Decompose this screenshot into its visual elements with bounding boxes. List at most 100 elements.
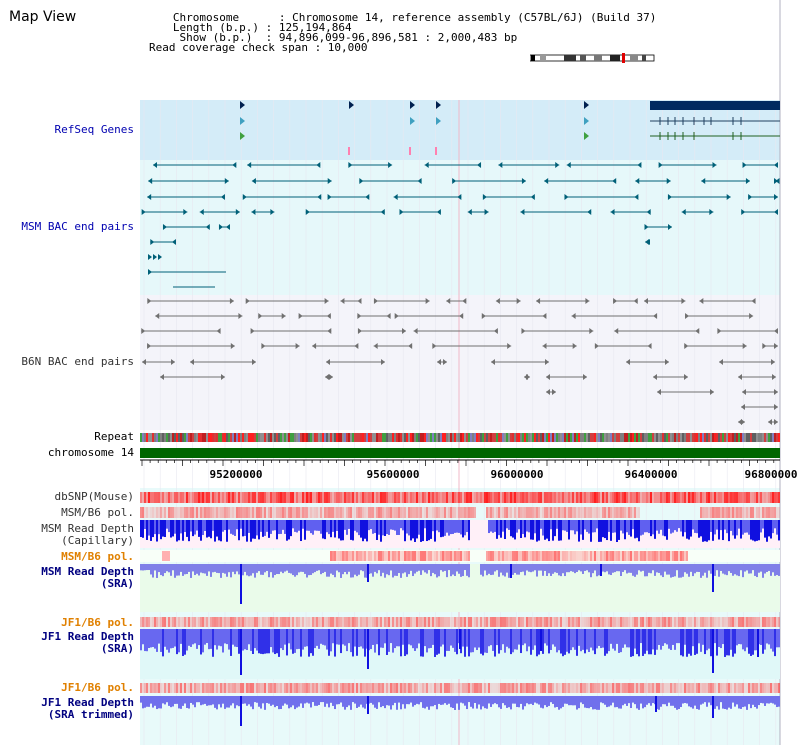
jf1-pol2-cell xyxy=(582,683,584,693)
jf1-sra-depth-bar xyxy=(394,629,396,649)
jf1-sra-depth-bar xyxy=(308,629,310,657)
jf1-sra-depth-bar xyxy=(406,629,408,655)
jf1-pol-cell xyxy=(198,617,200,627)
msm-bac-end xyxy=(251,178,256,184)
jf1-trim-depth-bar xyxy=(352,696,354,703)
jf1-sra-depth-bar xyxy=(302,629,304,650)
dbsnp-cell xyxy=(394,492,396,503)
jf1-read-depth-sra-label[interactable]: JF1 Read Depth (SRA) xyxy=(41,630,134,655)
jf1-sra-depth-bar xyxy=(518,629,520,645)
repeat-segment xyxy=(428,433,430,442)
msm-bac-label[interactable]: MSM BAC end pairs xyxy=(21,220,134,233)
repeat-segment xyxy=(328,433,330,442)
jf1-trim-depth-bar xyxy=(522,696,524,710)
gene-block xyxy=(650,101,780,110)
dbsnp-cell xyxy=(252,492,254,503)
jf1-pol-cell xyxy=(154,617,156,627)
repeat-segment xyxy=(200,433,202,442)
dbsnp-cell xyxy=(682,492,684,503)
jf1-trim-depth-bar xyxy=(604,696,606,705)
msm-sra-depth-bar xyxy=(628,564,630,573)
jf1-trim-depth-bar xyxy=(232,696,234,704)
jf1-trim-depth-bar xyxy=(312,696,314,703)
jf1-trim-depth-bar xyxy=(722,696,724,709)
jf1-pol2-cell xyxy=(512,683,514,693)
repeat-segment xyxy=(692,433,694,442)
msm-bac-end xyxy=(498,162,503,168)
jf1-sra-depth-bar xyxy=(442,629,444,645)
dbsnp-cell xyxy=(288,492,290,503)
msm-sra-depth-bar xyxy=(346,564,348,575)
msm-sra-depth-bar xyxy=(606,564,608,572)
msm-cap-depth-bar xyxy=(434,520,436,542)
b6n-bac-end xyxy=(298,313,303,319)
jf1-pol2-cell xyxy=(518,683,520,693)
jf1-pol-cell xyxy=(470,617,472,627)
jf1-pol2-cell xyxy=(552,683,554,693)
jf1-pol-cell xyxy=(624,617,626,627)
jf1-b6-pol-label-2[interactable]: JF1/B6 pol. xyxy=(61,681,134,694)
jf1-sra-depth-bar xyxy=(336,629,338,645)
jf1-pol-cell xyxy=(178,617,180,627)
dbsnp-label[interactable]: dbSNP(Mouse) xyxy=(54,490,134,503)
msm-cap-depth-bar xyxy=(724,520,726,530)
jf1-pol-cell xyxy=(206,617,208,627)
repeat-segment xyxy=(454,433,456,442)
jf1-pol2-cell xyxy=(326,683,328,693)
jf1-pol-cell xyxy=(444,617,446,627)
jf1-pol2-cell xyxy=(278,683,280,693)
jf1-b6-pol-label-1[interactable]: JF1/B6 pol. xyxy=(61,616,134,629)
msm-sra-depth-bar xyxy=(152,564,154,578)
msm-pol2-cell xyxy=(560,551,562,561)
msm-cap-depth-bar xyxy=(298,520,300,531)
msm-pol-cell xyxy=(470,507,472,518)
msm-sra-depth-bar xyxy=(500,564,502,573)
msm-cap-depth-bar xyxy=(692,520,694,530)
repeat-segment xyxy=(368,433,370,442)
jf1-pol-cell xyxy=(634,617,636,627)
jf1-pol-cell xyxy=(630,617,632,627)
jf1-sra-depth-bar xyxy=(580,629,582,652)
chromosome-ideogram[interactable] xyxy=(530,53,655,63)
jf1-pol2-cell xyxy=(446,683,448,693)
msm-pol-cell xyxy=(240,507,242,518)
msm-pol-cell xyxy=(202,507,204,518)
msm-pol-cell xyxy=(326,507,328,518)
refseq-genes-label[interactable]: RefSeq Genes xyxy=(54,123,134,136)
b6n-bac-end xyxy=(171,359,175,365)
repeat-segment xyxy=(718,433,720,442)
msm-pol-cell xyxy=(732,507,734,518)
jf1-pol-cell xyxy=(452,617,454,627)
repeat-segment xyxy=(230,433,232,442)
msm-read-depth-capillary-label[interactable]: MSM Read Depth (Capillary) xyxy=(41,522,134,547)
jf1-pol-cell xyxy=(402,617,404,627)
msm-cap-depth-bar xyxy=(334,520,336,538)
dbsnp-cell xyxy=(364,492,366,503)
jf1-trim-depth-bar xyxy=(560,696,562,709)
jf1-read-depth-trimmed-label[interactable]: JF1 Read Depth (SRA trimmed) xyxy=(41,696,134,721)
msm-b6-pol-label-1[interactable]: MSM/B6 pol. xyxy=(61,506,134,519)
repeat-segment xyxy=(326,433,328,442)
msm-read-depth-sra-label[interactable]: MSM Read Depth (SRA) xyxy=(41,565,134,590)
jf1-pol-cell xyxy=(388,617,390,627)
jf1-pol-cell xyxy=(740,617,742,627)
dbsnp-cell xyxy=(238,492,240,503)
dbsnp-cell xyxy=(770,492,772,503)
msm-cap-depth-bar xyxy=(672,520,674,533)
jf1-trim-depth-bar xyxy=(566,696,568,704)
msm-sra-depth-spike xyxy=(367,564,369,582)
msm-pol2-cell xyxy=(576,551,578,561)
jf1-sra-depth-bar xyxy=(736,629,738,646)
msm-sra-depth-bar xyxy=(704,564,706,573)
msm-b6-pol-label-2[interactable]: MSM/B6 pol. xyxy=(61,550,134,563)
dbsnp-cell xyxy=(752,492,754,503)
jf1-sra-depth-bar xyxy=(766,629,768,644)
repeat-segment xyxy=(756,433,758,442)
msm-sra-depth-bar xyxy=(512,564,514,575)
msm-pol2-cell xyxy=(522,551,524,561)
jf1-trim-depth-bar xyxy=(590,696,592,708)
msm-cap-depth-bar xyxy=(178,520,180,541)
msm-sra-depth-bar xyxy=(448,564,450,571)
b6n-bac-label[interactable]: B6N BAC end pairs xyxy=(21,355,134,368)
